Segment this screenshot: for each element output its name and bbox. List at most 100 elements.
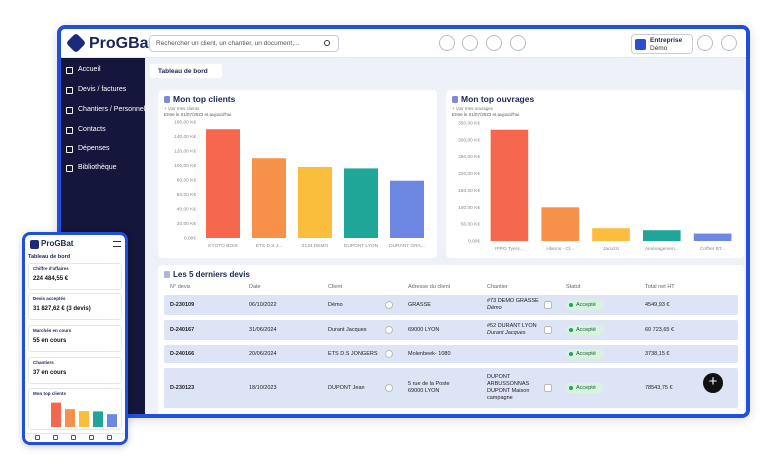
mobile-card-value: 37 en cours <box>33 370 67 376</box>
cell-text: Démo <box>328 301 343 308</box>
mobile-bar <box>65 409 75 427</box>
y-tick-label: 150,00 K€ <box>458 188 480 194</box>
search-box[interactable]: Rechercher un client, un chantier, un do… <box>149 35 339 52</box>
tab[interactable]: Tableau de bord <box>150 64 222 78</box>
cell-text: Durant Jacques <box>328 326 367 333</box>
sidebar-icon <box>66 87 73 94</box>
mobile-card-title: Chantiers <box>33 360 54 365</box>
cell-text: 18/10/2023 <box>249 384 277 391</box>
mobile-card-title: Chiffre d'affaires <box>33 266 69 271</box>
table-title: Les 5 derniers devis <box>173 270 250 279</box>
status-pill: Accepté <box>566 325 604 335</box>
cell-text: DUPONT Maison <box>487 388 530 394</box>
mobile-nav-icon[interactable] <box>89 435 94 440</box>
status-pill: Accepté <box>566 349 604 359</box>
mobile-nav-icon[interactable] <box>53 435 58 440</box>
mobile-card: Chiffre d'affaires 224 484,55 € <box>28 263 122 290</box>
status-dot <box>569 328 573 332</box>
mobile-card-value: 224 484,55 € <box>33 276 69 282</box>
x-tick-label: Hlanns - Cl... <box>546 246 574 252</box>
chantier-icon <box>544 326 552 334</box>
mobile-card: Chantiers 37 en cours <box>28 357 122 384</box>
sidebar-icon <box>66 67 73 74</box>
status-text: Accepté <box>576 327 596 333</box>
user-icon <box>385 326 393 334</box>
cell-text: 60 723,65 € <box>645 326 675 333</box>
status-text: Accepté <box>576 385 596 391</box>
icon-button[interactable] <box>721 35 737 51</box>
icon-button[interactable] <box>439 35 455 51</box>
sidebar-item[interactable]: Contacts <box>78 126 106 133</box>
column-header: Adresse du client <box>408 284 451 290</box>
cell-text: 69000 LYON <box>408 326 440 333</box>
mobile-menu[interactable] <box>113 241 121 247</box>
chantier-icon <box>544 301 552 309</box>
mobile-card: Marchés en cours 55 en cours <box>28 325 122 352</box>
bar <box>592 228 630 241</box>
bar <box>205 129 241 238</box>
mobile-nav-icon[interactable] <box>71 435 76 440</box>
chart-link: + Voir mes clients <box>164 106 200 111</box>
x-tick-label: KYOTO BOIS <box>208 243 238 249</box>
sidebar-item[interactable]: Devis / factures <box>78 86 127 93</box>
x-tick-label: Coffret BT... <box>700 246 725 252</box>
table-icon <box>164 271 170 278</box>
status-text: Accepté <box>576 302 596 308</box>
y-tick-label: 0,00€ <box>468 239 480 245</box>
icon-button[interactable] <box>462 35 478 51</box>
table-row[interactable] <box>164 368 738 408</box>
y-tick-label: 100,00 K€ <box>174 163 196 169</box>
y-tick-label: 40,00 K€ <box>177 207 197 213</box>
cell-text: 20/06/2024 <box>249 350 277 357</box>
bar <box>343 168 379 238</box>
mobile-chart-title: Mon top clients <box>33 391 66 396</box>
y-tick-label: 50,00 K€ <box>461 222 481 228</box>
mobile-card-value: 55 en cours <box>33 338 67 344</box>
status-dot <box>569 303 573 307</box>
sidebar-item[interactable]: Bibliothèque <box>78 164 117 171</box>
bar <box>389 180 425 238</box>
x-tick-label: DUPONT LYON <box>344 243 379 249</box>
column-header: N° devis <box>170 284 191 290</box>
y-tick-label: 250,00 K€ <box>458 154 480 160</box>
company-name: Démo <box>650 45 668 52</box>
cell-text: Durant Jacques <box>487 330 526 336</box>
cell-text: DUPONT <box>487 374 511 380</box>
x-tick-label: DURANT GRA... <box>389 243 425 249</box>
sidebar-icon <box>66 165 73 172</box>
cell-text: 78543,75 € <box>645 384 673 391</box>
x-tick-label: ETS D.S J... <box>256 243 282 249</box>
company-dropdown[interactable]: Entreprise Démo <box>631 34 693 54</box>
status-dot <box>569 386 573 390</box>
cell-text: 06/10/2022 <box>249 301 277 308</box>
sidebar-item[interactable]: Dépenses <box>78 145 110 152</box>
sidebar-item[interactable]: Chantiers / Personnel <box>78 106 146 113</box>
mobile-nav-icon[interactable] <box>107 435 112 440</box>
sidebar-icon <box>66 127 73 134</box>
column-header: Statut <box>566 284 581 290</box>
icon-button[interactable] <box>510 35 526 51</box>
x-tick-label: Aménagemen... <box>645 246 679 252</box>
status-text: Accepté <box>576 351 596 357</box>
mobile-nav-icon[interactable] <box>35 435 40 440</box>
quote-number: D-240166 <box>170 350 195 357</box>
bar <box>693 233 732 241</box>
mobile-card-value: 31 827,62 € (3 devis) <box>33 306 91 312</box>
quote-number: D-240167 <box>170 326 195 333</box>
cell-text: #73 DEMO GRASSE <box>487 298 539 304</box>
chart: Mon top ouvrages + Voir mes ouvragesEntre… <box>452 94 732 252</box>
chart-link: + Voir mes ouvrages <box>452 106 494 111</box>
add-button[interactable]: + <box>703 373 723 393</box>
mobile-bar <box>79 411 89 427</box>
y-tick-label: 300,00 K€ <box>458 137 480 143</box>
y-tick-label: 350,00 K€ <box>458 121 480 127</box>
icon-button[interactable] <box>486 35 502 51</box>
mobile-card: Devis acceptés 31 827,62 € (3 devis) <box>28 293 122 320</box>
user-icon <box>385 384 393 392</box>
status-pill: Accepté <box>566 383 604 393</box>
mobile-logo: ProGBat <box>41 239 74 248</box>
icon-button[interactable] <box>697 35 713 51</box>
sidebar-item[interactable]: Accueil <box>78 66 101 73</box>
status-dot <box>569 352 573 356</box>
